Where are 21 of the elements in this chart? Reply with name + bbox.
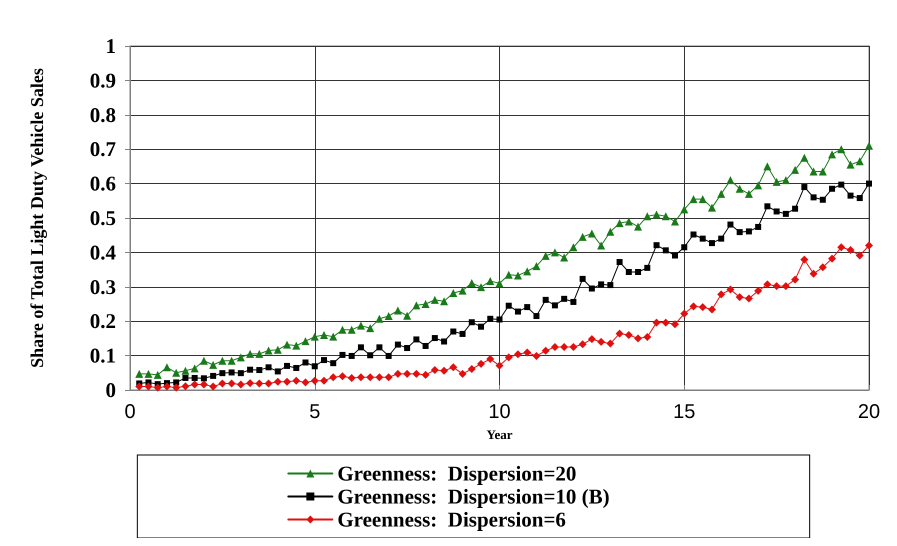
y-axis-title: Share of Total Light Duty Vehicle Sales <box>27 68 47 368</box>
y-tick-label: 0.6 <box>90 172 116 196</box>
x-tick-label: 0 <box>124 401 136 423</box>
legend-label: Greenness: Dispersion=6 <box>337 508 566 532</box>
y-tick-label: 0.8 <box>90 102 116 127</box>
y-tick-label: 0.7 <box>90 137 116 162</box>
x-tick-label: 15 <box>673 401 696 423</box>
x-tick-label: 5 <box>309 401 320 423</box>
x-tick-label: 10 <box>488 401 511 423</box>
x-axis-title: Year <box>486 427 513 442</box>
y-tick-label: 0 <box>106 378 116 402</box>
y-tick-label: 0.1 <box>90 344 116 368</box>
y-tick-label: 1 <box>106 34 116 58</box>
x-tick-label: 20 <box>858 401 880 423</box>
y-tick-label: 0.5 <box>90 206 116 230</box>
y-tick-label: 0.3 <box>90 274 116 299</box>
legend-label: Greenness: Dispersion=10 (B) <box>337 484 610 508</box>
y-tick-label: 0.9 <box>90 68 116 92</box>
legend-label: Greenness: Dispersion=20 <box>337 462 576 486</box>
y-tick-label: 0.2 <box>90 309 116 334</box>
y-tick-label: 0.4 <box>90 240 116 264</box>
